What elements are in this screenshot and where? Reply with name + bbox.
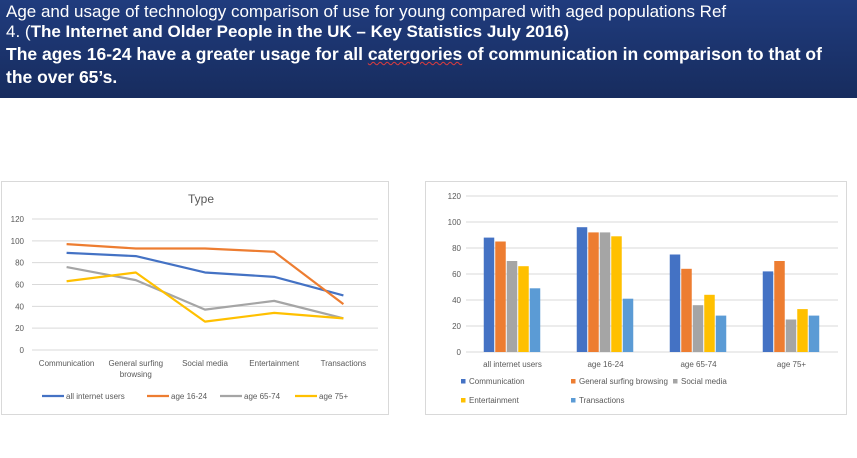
y-tick-label: 0 [457, 348, 462, 357]
x-tick-label: age 75+ [777, 360, 806, 369]
bar-chart: 0 20 40 60 80 100 120 all internet users age 16-… [448, 192, 838, 405]
banner-line-1: Age and usage of technology comparison o… [6, 2, 727, 21]
series-line [66, 265, 344, 320]
legend-label: age 75+ [319, 392, 348, 401]
bar [681, 268, 692, 352]
y-tick-label: 60 [452, 270, 461, 279]
x-tick-label: Transactions [321, 359, 367, 368]
bar [808, 315, 820, 352]
banner-line-2-prefix: 4. ( [6, 22, 31, 41]
legend-swatch [461, 398, 466, 403]
bar [588, 232, 599, 352]
y-tick-label: 80 [452, 244, 461, 253]
bar [669, 254, 681, 352]
y-tick-label: 20 [452, 322, 461, 331]
title-banner: Age and usage of technology comparison o… [0, 0, 857, 98]
bar [529, 288, 541, 352]
legend-swatch [571, 398, 576, 403]
banner-line-2: 4. (The Internet and Older People in the… [6, 22, 569, 42]
bar [495, 241, 506, 352]
line-chart-title: Type [188, 192, 214, 206]
bar [692, 305, 704, 352]
series-line [66, 271, 344, 323]
x-tick-label: age 16-24 [587, 360, 624, 369]
banner-reference-title: The Internet and Older People in the UK … [30, 22, 570, 41]
x-tick-label: General surfing [108, 359, 163, 368]
legend-label: age 16-24 [171, 392, 208, 401]
bar [622, 298, 634, 352]
legend-label: Transactions [579, 396, 625, 405]
bar [704, 294, 715, 352]
x-tick-label: Social media [182, 359, 228, 368]
series-line [66, 251, 344, 297]
bar [785, 319, 797, 352]
x-tick-label: Communication [39, 359, 95, 368]
bar [483, 237, 495, 352]
bar [599, 232, 611, 352]
x-tick-label: browsing [120, 370, 152, 379]
legend-label: General surfing browsing [579, 377, 668, 386]
bar [762, 271, 774, 352]
y-tick-label: 40 [15, 302, 24, 311]
legend-label: age 65-74 [244, 392, 281, 401]
y-tick-label: 0 [20, 346, 25, 355]
legend-label: all internet users [66, 392, 125, 401]
x-tick-label: all internet users [483, 360, 542, 369]
y-tick-label: 80 [15, 259, 24, 268]
x-tick-label: age 65-74 [680, 360, 717, 369]
bar [506, 261, 518, 352]
y-tick-label: 40 [452, 296, 461, 305]
series-line [66, 243, 345, 306]
y-tick-label: 120 [448, 192, 462, 201]
y-tick-label: 100 [448, 218, 462, 227]
y-tick-label: 100 [11, 237, 25, 246]
legend-swatch [461, 379, 466, 384]
bar [774, 261, 785, 352]
bar [611, 236, 622, 352]
legend-label: Social media [681, 377, 727, 386]
bar [518, 266, 529, 352]
bar [715, 315, 727, 352]
x-tick-label: Entertainment [249, 359, 300, 368]
banner-line-4: the over 65’s. [6, 67, 118, 87]
bar [576, 227, 588, 352]
legend-swatch [673, 379, 678, 384]
y-tick-label: 60 [15, 281, 24, 290]
bar [797, 309, 808, 352]
line-chart-box: Type 0 20 40 60 80 100 120 Communication General … [1, 181, 389, 415]
line-chart: Type 0 20 40 60 80 100 120 Communication General … [11, 192, 378, 401]
banner-misspelled-word: catergories [367, 44, 463, 64]
banner-line-3-b: of communication in comparison to that o… [462, 44, 822, 64]
banner-line-3: The ages 16-24 have a greater usage for … [6, 44, 822, 65]
banner-line-3-a: The ages 16-24 have a greater usage for … [6, 44, 368, 64]
y-tick-label: 20 [15, 324, 24, 333]
legend-label: Entertainment [469, 396, 520, 405]
bar-chart-box: 0 20 40 60 80 100 120 all internet users age 16-… [425, 181, 847, 415]
y-tick-label: 120 [11, 215, 25, 224]
legend-label: Communication [469, 377, 525, 386]
legend-swatch [571, 379, 576, 384]
